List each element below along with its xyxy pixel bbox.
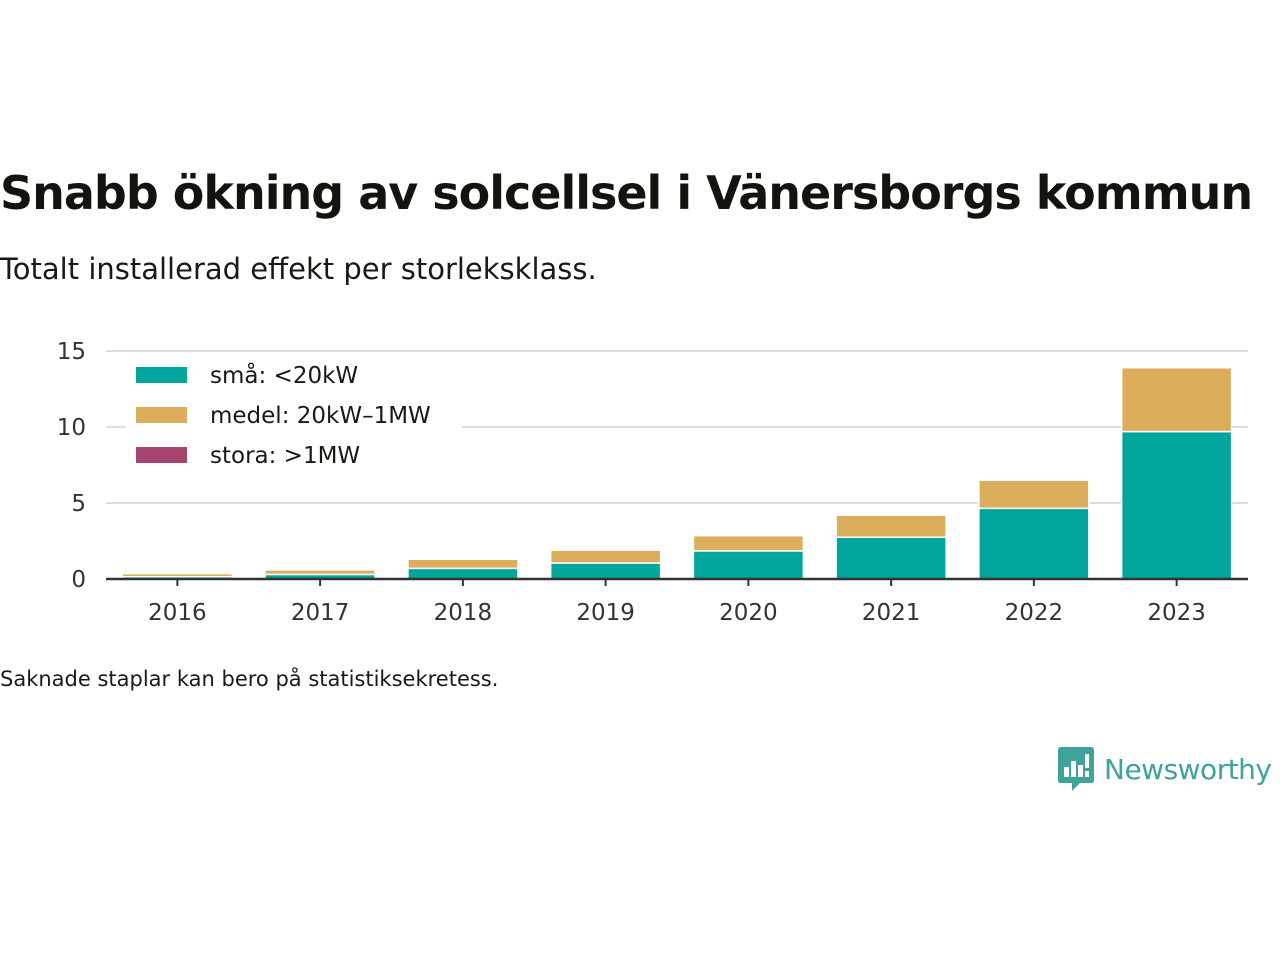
x-tick-label: 2021 xyxy=(862,600,921,626)
x-tick-label: 2019 xyxy=(576,600,635,626)
chart-subtitle: Totalt installerad effekt per storlekskl… xyxy=(0,252,597,286)
bar-segment-2019-1 xyxy=(549,549,662,564)
x-tick-label: 2020 xyxy=(719,600,778,626)
legend-label-2: stora: >1MW xyxy=(210,443,360,469)
bar-segment-2016-1 xyxy=(121,572,234,578)
bar-segment-2018-0 xyxy=(407,567,519,580)
y-tick-label: 10 xyxy=(57,415,86,441)
bar-segment-2018-1 xyxy=(407,558,519,570)
bar-segment-2020-1 xyxy=(692,534,805,552)
x-tick-label: 2018 xyxy=(434,600,493,626)
chart-footnote: Saknade staplar kan bero på statistiksek… xyxy=(0,667,499,691)
y-tick-label: 15 xyxy=(57,339,86,365)
brand-logo[interactable]: Newsworthy xyxy=(1058,747,1272,791)
bar-segment-2022-1 xyxy=(978,479,1090,510)
chart-title: Snabb ökning av solcellsel i Vänersborgs… xyxy=(0,166,1253,220)
bar-segment-2020-0 xyxy=(692,550,805,580)
bar-segment-2022-0 xyxy=(978,507,1090,580)
x-tick-label: 2016 xyxy=(148,600,207,626)
y-tick-label: 0 xyxy=(71,567,86,593)
legend-swatch-0 xyxy=(136,367,187,383)
bar-segment-2017-1 xyxy=(264,569,376,576)
bar-segment-2021-0 xyxy=(835,536,947,580)
legend-label-0: små: <20kW xyxy=(210,361,358,389)
stacked-bar-chart: 0 5 10 15 2016 2017 2018 2019 2020 2021 2022 2023 sm… xyxy=(57,339,1248,626)
legend-swatch-2 xyxy=(136,447,187,463)
x-tick-label: 2022 xyxy=(1005,600,1064,626)
bar-segment-2023-0 xyxy=(1120,430,1233,580)
newsworthy-logo-icon xyxy=(1058,747,1094,791)
x-tick-label: 2023 xyxy=(1147,600,1206,626)
bar-segment-2023-1 xyxy=(1120,366,1233,433)
x-tick-label: 2017 xyxy=(291,600,350,626)
bar-segment-2021-1 xyxy=(835,514,947,538)
brand-name: Newsworthy xyxy=(1104,752,1272,786)
y-tick-label: 5 xyxy=(71,491,86,517)
bar-segment-2019-0 xyxy=(549,562,662,580)
legend-swatch-1 xyxy=(136,407,187,423)
legend-label-1: medel: 20kW–1MW xyxy=(210,403,431,429)
